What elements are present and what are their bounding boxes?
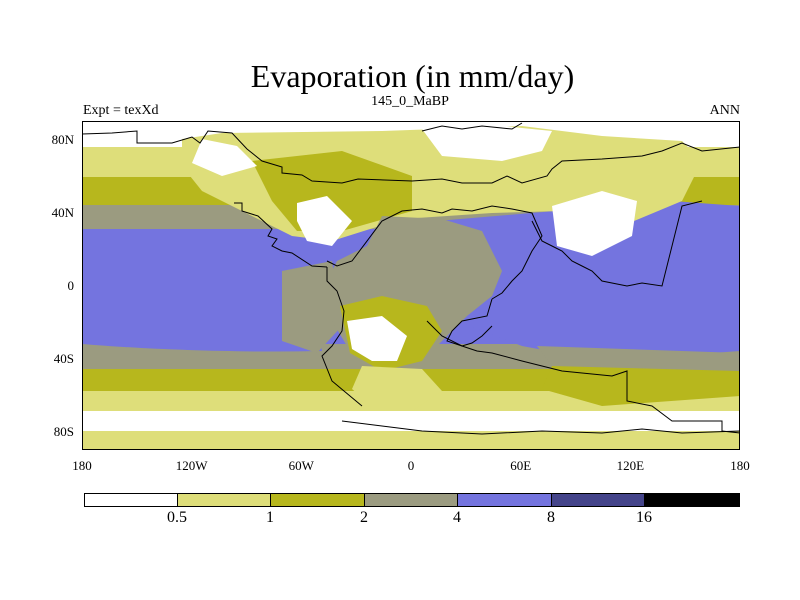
coast-east-margin [531,200,703,287]
colorbar-swatch [270,493,365,507]
coast-antarctic [341,420,740,435]
colorbar-swatch [364,493,458,507]
evaporation-map [82,121,740,450]
x-tick-label: 120E [616,458,645,473]
northwest-white [192,139,257,176]
y-tick-label: 80S [53,424,74,439]
coastlines [82,122,740,435]
time-label: 145_0_MaBP [371,94,449,109]
y-tick-label: 40N [51,205,74,220]
map-border [82,121,740,450]
band-antarctic [82,431,740,450]
colorbar [84,493,740,507]
colorbar-swatch [177,493,271,507]
south-indian-olive [542,366,740,406]
plot-title: Evaporation (in mm/day) [250,58,575,94]
desert-west [297,196,352,246]
coast-arctic-isles [421,122,523,132]
x-tick-label: 180 [72,458,92,473]
colorbar-swatch [84,493,178,507]
equatorial-tongue [82,311,322,352]
coast-north-interior [326,205,543,300]
y-tick-label: 40S [53,351,74,366]
y-tick-label: 0 [67,278,75,293]
map-plot [82,121,740,450]
desert-east [552,191,637,256]
southern-white [347,316,407,361]
colorbar-label: 4 [453,509,461,526]
x-tick-label: 0 [407,458,415,473]
colorbar-label: 0.5 [167,509,187,526]
coast-south-continent [446,298,740,434]
pacific-east-grey [282,261,342,353]
colorbar-label: 16 [636,509,652,526]
x-tick-label: 180 [730,458,750,473]
colorbar-swatch [551,493,645,507]
arctic-white [422,126,552,161]
coast-south-interior [426,320,493,347]
experiment-label: Expt = texXd [83,103,159,118]
colorbar-swatch [457,493,552,507]
band-south-polar [82,411,740,431]
indian-pacific-blue [437,201,740,361]
x-tick-label: 120W [175,458,208,473]
x-tick-label: 60W [288,458,314,473]
y-tick-label: 80N [51,132,74,147]
colorbar-swatch [644,493,740,507]
coast-west-margin [234,202,328,268]
coast-north [82,130,740,184]
colorbar-label: 2 [360,509,368,526]
season-label: ANN [709,103,740,118]
north-continent-olive [252,151,412,231]
south-continent-lt [352,366,442,411]
coast-south-tropical [321,267,363,407]
colorbar-label: 8 [547,509,555,526]
colorbar-label: 1 [266,509,274,526]
x-tick-label: 60E [510,458,532,473]
